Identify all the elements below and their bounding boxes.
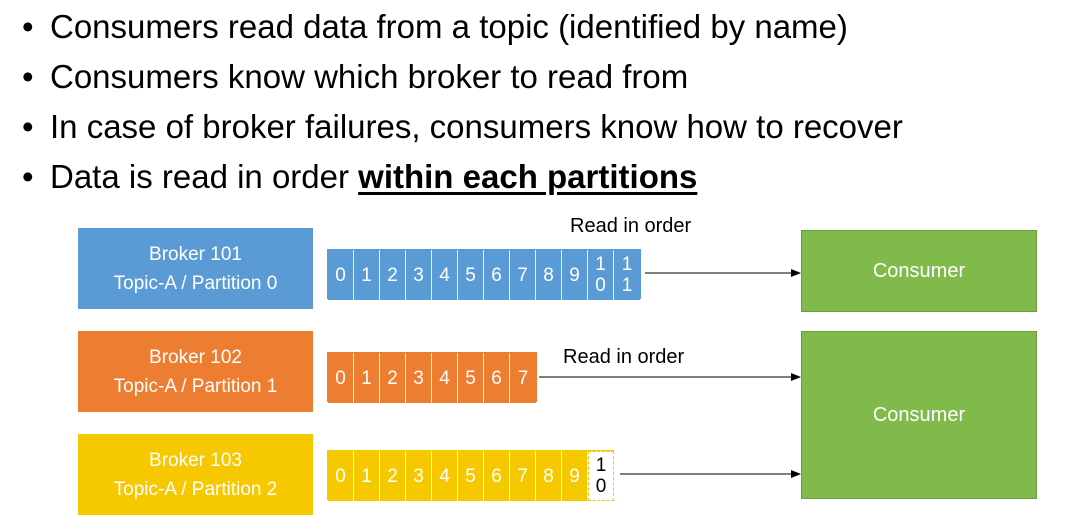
bullet-list: • Consumers read data from a topic (ident…: [22, 2, 903, 202]
bullet-item: • Consumers know which broker to read fro…: [22, 58, 689, 95]
offset-cell: 0: [328, 451, 354, 501]
offset-cell: 0: [328, 353, 354, 403]
offset-cell: 8: [536, 250, 562, 300]
offset-cell: 6: [484, 250, 510, 300]
bullet-item: • Consumers read data from a topic (ident…: [22, 8, 848, 45]
broker-103-box: Broker 103 Topic-A / Partition 2: [78, 434, 313, 515]
broker-name: Broker 102: [149, 346, 242, 368]
broker-name: Broker 101: [149, 243, 242, 265]
offset-cell: 4: [432, 250, 458, 300]
broker-102-box: Broker 102 Topic-A / Partition 1: [78, 331, 313, 412]
consumer-box: Consumer: [801, 230, 1037, 312]
broker-partition: Topic-A / Partition 0: [113, 272, 278, 294]
offset-cell: 6: [484, 353, 510, 403]
bullet-item: • In case of broker failures, consumers k…: [22, 108, 903, 145]
broker-partition: Topic-A / Partition 1: [113, 375, 278, 397]
offset-cell: 3: [406, 353, 432, 403]
broker-name: Broker 103: [149, 449, 242, 471]
broker-partition: Topic-A / Partition 2: [113, 478, 278, 500]
offset-cell: 2: [380, 451, 406, 501]
read-in-order-label: Read in order: [563, 346, 685, 368]
offset-cell: 1: [354, 451, 380, 501]
offset-cell: 1: [354, 250, 380, 300]
offset-cell: 2: [380, 250, 406, 300]
broker-101-box: Broker 101 Topic-A / Partition 0: [78, 228, 313, 309]
bullet-text: Consumers read data from a topic (identi…: [50, 8, 848, 45]
offset-cell: 7: [510, 250, 536, 300]
offset-cell: 8: [536, 451, 562, 501]
offset-cell: 9: [562, 451, 588, 501]
offset-cell: 4: [432, 353, 458, 403]
offset-cell: 6: [484, 451, 510, 501]
offset-cell: 1: [354, 353, 380, 403]
offset-cell: 2: [380, 353, 406, 403]
bullet-emphasis: within each partitions: [358, 158, 698, 195]
offset-cell: 9: [562, 250, 588, 300]
offset-cell: 7: [510, 451, 536, 501]
consumer-box: Consumer: [801, 331, 1037, 499]
bullet-item: • Data is read in order within each parti…: [22, 158, 698, 195]
bullet-text: Data is read in order: [50, 158, 359, 195]
offset-cell: 0: [328, 250, 354, 300]
offset-cell: 5: [458, 353, 484, 403]
offset-cell: 3: [406, 250, 432, 300]
offset-cell: 7: [510, 353, 536, 403]
bullet-text: In case of broker failures, consumers kn…: [50, 108, 903, 145]
offset-cell: 4: [432, 451, 458, 501]
offset-cell: 3: [406, 451, 432, 501]
offset-cell: 5: [458, 250, 484, 300]
offset-cell: 5: [458, 451, 484, 501]
bullet-text: Consumers know which broker to read from: [50, 58, 689, 95]
read-in-order-label: Read in order: [570, 215, 692, 237]
